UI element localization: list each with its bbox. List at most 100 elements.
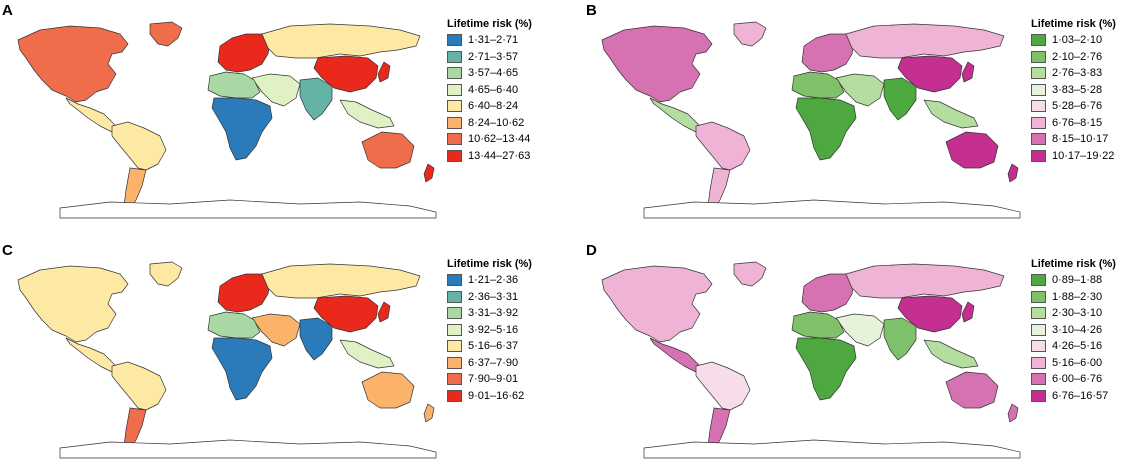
region-australia: [945, 131, 999, 169]
region-antarctica: [59, 439, 437, 459]
legend-swatch: [1031, 149, 1046, 162]
legend-item: 2·30–3·10: [1031, 305, 1137, 322]
legend-item: 2·76–3·83: [1031, 65, 1137, 82]
legend-item: 9·01–16·62: [447, 388, 567, 405]
legend-item: 1·88–2·30: [1031, 289, 1137, 306]
legend: Lifetime risk (%) 1·03–2·10 2·10–2·76 2·76–…: [1031, 18, 1137, 164]
legend-label: 0·89–1·88: [1052, 274, 1103, 287]
region-japan: [377, 61, 391, 83]
region-africa-north: [207, 71, 261, 99]
legend-item: 0·89–1·88: [1031, 272, 1137, 289]
region-europe: [217, 33, 271, 73]
legend-swatch: [1031, 373, 1046, 386]
region-europe: [801, 33, 855, 73]
region-greenland: [149, 261, 183, 287]
legend-swatch: [447, 50, 462, 63]
legend-swatch: [447, 340, 462, 353]
region-central-america: [65, 97, 119, 133]
region-antarctica: [643, 439, 1021, 459]
legend-label: 5·28–6·76: [1052, 100, 1103, 113]
legend-label: 1·21–2·36: [468, 274, 519, 287]
legend-item: 13·44–27·63: [447, 148, 567, 165]
region-southeast-asia: [339, 99, 395, 129]
legend-item: 3·31–3·92: [447, 305, 567, 322]
legend-swatch: [1031, 83, 1046, 96]
legend-label: 3·92–5·16: [468, 323, 519, 336]
region-central-america: [649, 97, 703, 133]
region-china: [897, 295, 963, 333]
region-africa-sub: [211, 97, 273, 161]
legend-swatch: [1031, 67, 1046, 80]
region-middle-east: [251, 313, 301, 347]
region-china: [313, 295, 379, 333]
region-russia: [845, 23, 1005, 59]
legend-swatch: [1031, 340, 1046, 353]
region-new-zealand: [1007, 403, 1019, 423]
legend-label: 2·71–3·57: [468, 50, 519, 63]
legend-label: 4·65–6·40: [468, 83, 519, 96]
legend-label: 6·76–16·57: [1052, 389, 1109, 402]
legend-item: 3·10–4·26: [1031, 322, 1137, 339]
legend-swatch: [1031, 389, 1046, 402]
legend: Lifetime risk (%) 1·31–2·71 2·71–3·57 3·57–…: [447, 18, 567, 164]
legend-label: 2·76–3·83: [1052, 67, 1103, 80]
legend-swatch: [1031, 307, 1046, 320]
legend-item: 6·37–7·90: [447, 355, 567, 372]
region-new-zealand: [423, 163, 435, 183]
legend-label: 2·30–3·10: [1052, 307, 1103, 320]
legend-item: 6·76–16·57: [1031, 388, 1137, 405]
region-new-zealand: [1007, 163, 1019, 183]
region-africa-north: [791, 71, 845, 99]
region-africa-north: [207, 311, 261, 339]
legend-label: 10·62–13·44: [468, 133, 531, 146]
legend-label: 13·44–27·63: [468, 149, 531, 162]
legend-item: 7·90–9·01: [447, 371, 567, 388]
legend-swatch: [447, 67, 462, 80]
legend-item: 4·26–5·16: [1031, 338, 1137, 355]
world-choropleth-map: [601, 21, 1021, 219]
legend-label: 3·10–4·26: [1052, 323, 1103, 336]
legend-swatch: [447, 116, 462, 129]
legend: Lifetime risk (%) 0·89–1·88 1·88–2·30 2·30–…: [1031, 258, 1137, 404]
legend-label: 6·37–7·90: [468, 356, 519, 369]
legend-title: Lifetime risk (%): [1031, 18, 1116, 30]
region-middle-east: [835, 313, 885, 347]
legend-label: 8·15–10·17: [1052, 133, 1109, 146]
legend-title: Lifetime risk (%): [447, 258, 532, 270]
region-south-america: [111, 361, 167, 411]
region-south-asia: [883, 77, 917, 121]
region-japan: [377, 301, 391, 323]
legend-label: 7·90–9·01: [468, 373, 519, 386]
legend-item: 1·03–2·10: [1031, 32, 1137, 49]
legend-item: 4·65–6·40: [447, 82, 567, 99]
legend-swatch: [447, 149, 462, 162]
legend-swatch: [447, 290, 462, 303]
legend-item: 8·15–10·17: [1031, 131, 1137, 148]
region-north-america: [601, 25, 713, 103]
world-choropleth-map: [17, 21, 437, 219]
legend-swatch: [447, 356, 462, 369]
legend-label: 6·76–8·15: [1052, 116, 1103, 129]
region-australia: [361, 371, 415, 409]
legend-swatch: [447, 307, 462, 320]
legend-label: 1·03–2·10: [1052, 34, 1103, 47]
legend-swatch: [1031, 116, 1046, 129]
region-central-america: [649, 337, 703, 373]
legend-item: 6·00–6·76: [1031, 371, 1137, 388]
legend-item: 3·57–4·65: [447, 65, 567, 82]
region-central-america: [65, 337, 119, 373]
region-north-america: [601, 265, 713, 343]
legend-item: 2·36–3·31: [447, 289, 567, 306]
legend-swatch: [1031, 290, 1046, 303]
region-australia: [945, 371, 999, 409]
legend-item: 2·71–3·57: [447, 49, 567, 66]
region-africa-sub: [795, 97, 857, 161]
legend-swatch: [447, 389, 462, 402]
legend-label: 10·17–19·22: [1052, 149, 1115, 162]
region-europe: [217, 273, 271, 313]
world-choropleth-map: [17, 261, 437, 459]
legend-label: 5·16–6·37: [468, 340, 519, 353]
legend-item: 5·16–6·00: [1031, 355, 1137, 372]
region-south-asia: [299, 317, 333, 361]
legend-label: 3·31–3·92: [468, 307, 519, 320]
